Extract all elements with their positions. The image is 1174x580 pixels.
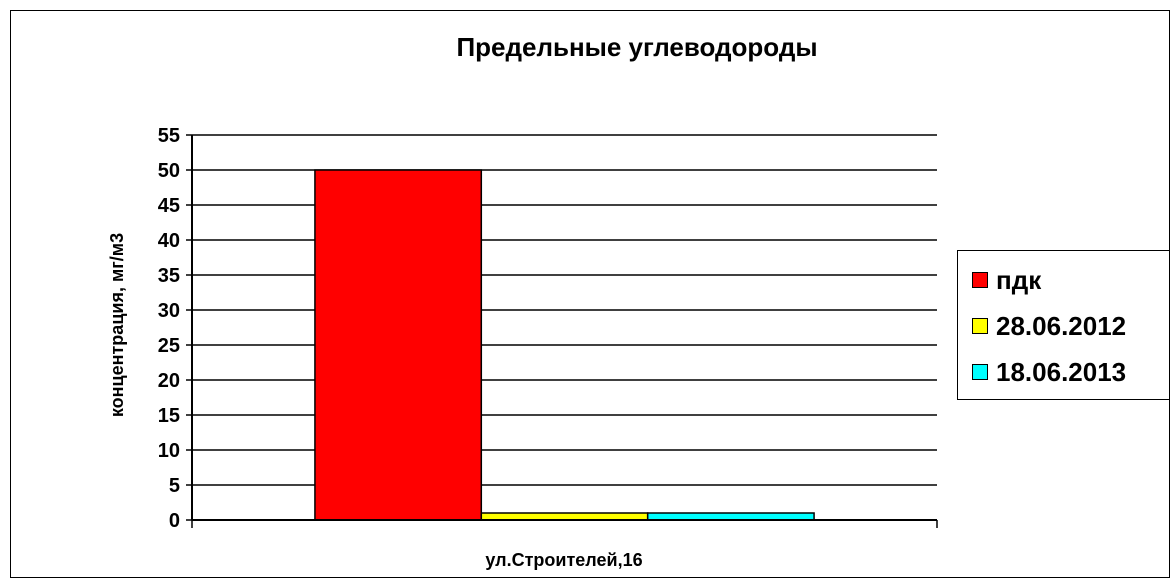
y-tick-label: 45 <box>158 195 180 217</box>
legend-swatch-2013 <box>972 364 988 380</box>
bar-3 <box>646 512 815 521</box>
y-tick-label: 0 <box>169 510 180 532</box>
y-tick-labels: 0 5 10 15 20 25 30 35 40 45 50 55 <box>158 125 192 532</box>
y-tick-label: 30 <box>158 300 180 322</box>
legend-item-2012: 28.06.2012 <box>972 311 1126 341</box>
legend-label-2012: 28.06.2012 <box>996 311 1127 341</box>
y-tick-label: 15 <box>158 405 180 427</box>
y-tick-label: 20 <box>158 370 180 392</box>
bar-2 <box>480 512 649 521</box>
y-tick-label: 55 <box>158 125 180 147</box>
y-tick-label: 25 <box>158 335 180 357</box>
legend-swatch-2012 <box>972 318 988 334</box>
legend-item-2013: 18.06.2013 <box>972 357 1126 387</box>
legend: пдк 28.06.2012 18.06.2013 <box>957 250 1170 400</box>
y-tick-label: 40 <box>158 230 180 252</box>
bars <box>314 169 815 521</box>
axes <box>191 135 938 528</box>
y-tick-label: 5 <box>169 475 180 497</box>
y-tick-label: 35 <box>158 265 180 287</box>
bar-1 <box>314 169 483 521</box>
legend-label-2013: 18.06.2013 <box>996 357 1127 387</box>
y-axis-label: концентрация, мг/м3 <box>107 233 127 417</box>
legend-label-pdk: пдк <box>996 265 1042 295</box>
y-tick-label: 10 <box>158 440 180 462</box>
legend-item-pdk: пдк <box>972 265 1041 295</box>
chart-title: Предельные углеводороды <box>456 32 817 62</box>
x-category-label: ул.Строителей,16 <box>485 550 642 570</box>
gridlines <box>192 134 937 486</box>
y-tick-label: 50 <box>158 160 180 182</box>
legend-swatch-pdk <box>972 272 988 288</box>
